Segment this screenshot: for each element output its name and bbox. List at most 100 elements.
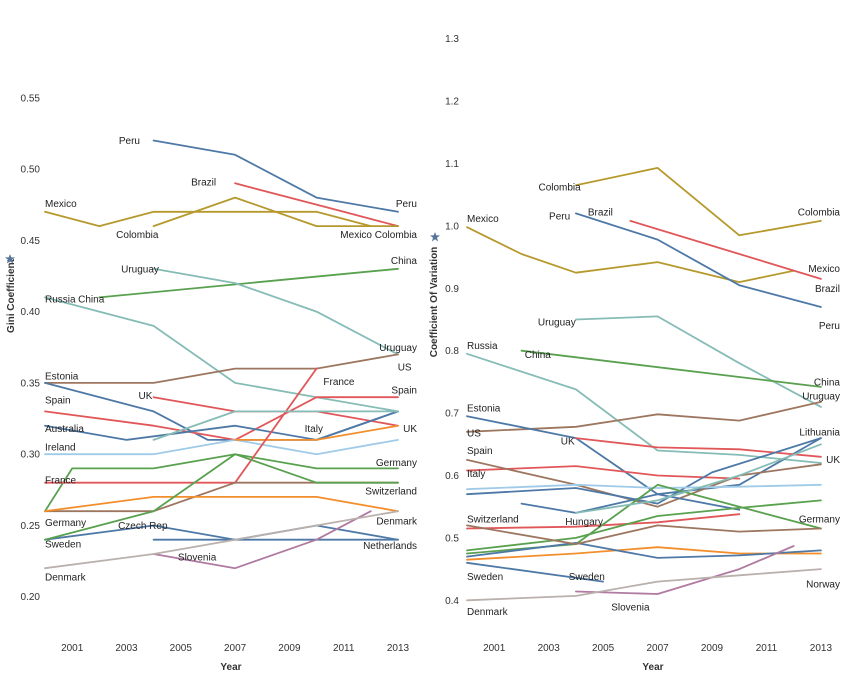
gini-series-russia-line: [44, 296, 399, 413]
cv-country-label: Brazil: [588, 208, 613, 219]
cv-series-czech-rep-line: [466, 524, 822, 545]
gini-series-us-line: [44, 353, 399, 384]
cv-series-norway-line: [466, 568, 822, 602]
gini-country-label: Russia: [45, 294, 76, 305]
gini-country-label: Germany: [376, 458, 417, 469]
gini-country-label: UK: [403, 424, 417, 435]
gini-x-tick-label: 2001: [61, 643, 84, 654]
gini-country-label: Denmark: [376, 517, 418, 528]
gini-series-sweden-line: [44, 453, 399, 541]
cv-country-label: Russia: [467, 341, 498, 352]
gini-y-tick-label: 0.40: [21, 307, 41, 318]
gini-series-mexico-line: [44, 210, 372, 228]
gini-series-italy-line: [234, 424, 399, 441]
gini-x-tick-label: 2005: [170, 643, 193, 654]
cv-series-germany-line: [466, 499, 822, 552]
cv-x-tick-label: 2001: [483, 643, 506, 654]
cv-country-label: Estonia: [467, 404, 501, 415]
cv-series-spain-line: [466, 458, 822, 508]
cv-y-tick-label: 0.8: [445, 346, 459, 357]
cv-country-label: Colombia: [538, 183, 581, 194]
gini-x-axis-title: Year: [220, 662, 241, 673]
gini-country-label: Denmark: [45, 572, 87, 583]
gini-x-tick-label: 2011: [333, 643, 355, 654]
cv-country-label: Brazil: [815, 284, 840, 295]
cv-series-mexico-line: [466, 226, 795, 284]
gini-country-label: Italy: [305, 424, 323, 435]
gini-series-norway-line: [44, 510, 399, 570]
cv-country-label: Norway: [806, 580, 840, 591]
cv-country-label: Lithuania: [799, 427, 840, 438]
gini-y-tick-label: 0.35: [21, 378, 41, 389]
gini-series-slovenia-line: [152, 510, 372, 570]
gini-axis-pin-icon: [5, 254, 15, 264]
cv-country-label: Denmark: [467, 607, 509, 618]
cv-tick-labels: 0.4 0.5 0.6 0.7 0.8 0.9 1.0 1.1 1.2 1.3 2001 2003 20…: [445, 34, 832, 654]
gini-country-label: China: [78, 294, 105, 305]
cv-country-label: Mexico: [808, 264, 840, 275]
cv-x-axis-title: Year: [642, 662, 663, 673]
cv-country-label: Mexico: [467, 214, 499, 225]
gini-country-label: Slovenia: [178, 552, 217, 563]
cv-country-label: Spain: [467, 446, 493, 457]
gini-y-axis-title: Gini Coefficient: [6, 258, 17, 333]
gini-country-label: Brazil: [191, 177, 216, 188]
cv-y-tick-label: 1.1: [445, 159, 459, 170]
gini-country-label: Netherlands: [363, 541, 417, 552]
cv-country-label: Hungary: [565, 517, 603, 528]
gini-country-label: Estonia: [45, 371, 79, 382]
cv-y-axis-title: Coefficient Of Variation: [429, 247, 440, 358]
gini-series-lithuania-line: [152, 410, 399, 441]
cv-country-label: Peru: [549, 211, 570, 222]
cv-country-label: Slovenia: [611, 603, 650, 614]
gini-country-label: Uruguay: [121, 264, 159, 275]
gini-country-label: Mexico: [45, 199, 77, 210]
gini-country-label: Ireland: [45, 443, 76, 454]
cv-series-australia-line: [466, 437, 822, 505]
cv-x-tick-label: 2009: [701, 643, 724, 654]
cv-country-label: Sweden: [569, 572, 605, 583]
gini-series-australia-line: [44, 410, 399, 441]
cv-country-label: US: [467, 429, 481, 440]
cv-y-tick-label: 0.5: [445, 533, 459, 544]
cv-country-label: Sweden: [467, 572, 503, 583]
gini-country-label: Mexico Colombia: [340, 230, 417, 241]
gini-country-label: Czech Rep: [118, 521, 168, 532]
gini-panel: 0.20 0.25 0.30 0.35 0.40 0.45 0.50 0.55 2001 2003…: [5, 93, 418, 673]
cv-y-tick-label: 1.3: [445, 34, 459, 45]
gini-country-label: Spain: [391, 386, 417, 397]
gini-series-lines: [44, 139, 399, 570]
cv-y-tick-label: 1.2: [445, 97, 459, 108]
cv-series-us-line: [466, 400, 822, 433]
cv-series-lines: [466, 166, 822, 602]
gini-tick-labels: 0.20 0.25 0.30 0.35 0.40 0.45 0.50 0.55 2001 2003…: [21, 93, 410, 654]
cv-country-label: China: [525, 350, 552, 361]
gini-country-labels: Peru Brazil Mexico Colombia Peru Mexico Colom…: [45, 136, 418, 583]
cv-country-labels: Colombia Brazil Peru Mexico Colombia Mexico Br…: [467, 183, 840, 618]
gini-series-denmark-line: [44, 495, 399, 513]
cv-series-uruguay-line: [575, 315, 822, 408]
gini-series-germany-line: [44, 453, 399, 513]
cv-y-tick-label: 1.0: [445, 221, 459, 232]
cv-series-netherlands-line: [466, 542, 822, 559]
cv-series-uk-line: [575, 437, 822, 458]
gini-y-tick-label: 0.50: [21, 165, 41, 176]
cv-y-tick-label: 0.6: [445, 471, 459, 482]
cv-y-tick-label: 0.7: [445, 409, 459, 420]
cv-country-label: Uruguay: [802, 392, 840, 403]
cv-series-peru-line: [575, 212, 822, 308]
cv-x-tick-label: 2007: [646, 643, 669, 654]
cv-series-ireland-line: [466, 483, 822, 491]
cv-panel: 0.4 0.5 0.6 0.7 0.8 0.9 1.0 1.1 1.2 1.3 2001 2003 20…: [429, 34, 840, 673]
gini-country-label: Peru: [396, 199, 417, 210]
gini-series-uruguay-line: [152, 267, 399, 356]
gini-y-tick-label: 0.45: [21, 236, 41, 247]
cv-x-tick-label: 2013: [810, 643, 833, 654]
cv-series-colombia-line: [575, 166, 822, 237]
cv-series-slovenia-line: [575, 545, 795, 595]
gini-x-tick-label: 2003: [115, 643, 138, 654]
gini-country-label: Colombia: [116, 230, 159, 241]
cv-country-label: Germany: [799, 515, 840, 526]
